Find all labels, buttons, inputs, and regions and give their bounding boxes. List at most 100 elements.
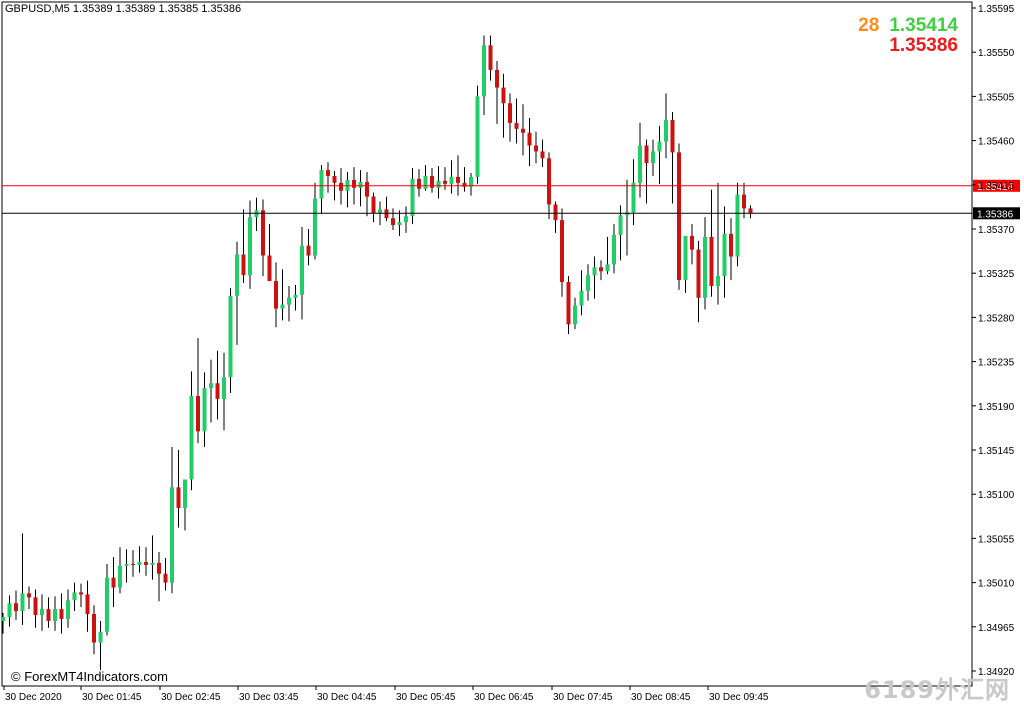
candle-body [14, 603, 18, 612]
time-tick-label: 30 Dec 05:45 [396, 692, 456, 703]
candle-bull [293, 284, 298, 311]
candle-bull [722, 206, 727, 298]
candle-body [488, 45, 493, 70]
candle-body [508, 103, 512, 123]
candle-bull [222, 352, 226, 431]
ask-price-value: 1.35414 [889, 15, 958, 36]
candle-bull [657, 125, 662, 184]
candle-body [228, 295, 233, 378]
candle-body [209, 383, 213, 389]
price-tick-label: 1.35190 [978, 402, 1015, 413]
candle-body [137, 561, 142, 565]
candle-bull [7, 595, 12, 627]
candle-body [378, 209, 382, 214]
candle-body [716, 276, 720, 286]
candle-bull [586, 264, 590, 301]
candle-bull [150, 535, 155, 580]
candle-body [59, 609, 64, 619]
candle-bear [748, 205, 753, 219]
candle-body [677, 152, 681, 281]
candle-bull [469, 173, 473, 196]
bid-price-tag [973, 207, 1020, 220]
candle-bear [131, 550, 135, 577]
time-tick-label: 30 Dec 2020 [5, 692, 62, 703]
price-tick-label: 1.34920 [978, 667, 1015, 678]
candle-body [280, 304, 285, 309]
ask-price-tag [973, 179, 1020, 192]
candle-bear [670, 112, 675, 204]
candle-body [690, 235, 694, 250]
time-tick-label: 30 Dec 03:45 [239, 692, 299, 703]
candle-body [456, 176, 460, 183]
candle-body [527, 132, 532, 146]
candle-bull [228, 287, 233, 394]
candle-bear [540, 139, 545, 168]
candle-body [365, 181, 369, 197]
candle-bear [430, 168, 434, 193]
candle-body [144, 561, 148, 565]
candle-body [540, 151, 545, 159]
candle-body [306, 245, 311, 256]
candle-body [644, 145, 649, 164]
candle-bear [729, 218, 733, 281]
candle-body [131, 563, 135, 565]
candle-body [1, 616, 5, 621]
candle-bear [144, 547, 148, 576]
candle-body [521, 128, 525, 133]
candle-bull [716, 182, 720, 305]
candle-body [79, 592, 83, 595]
candle-bear [85, 580, 90, 632]
spread-row-ask: 28 1.35414 [858, 16, 958, 36]
candle-body [261, 210, 265, 256]
candle-body [410, 178, 415, 217]
candle-bull [170, 447, 174, 594]
candle-bull [137, 546, 142, 573]
candle-bear [157, 552, 161, 602]
candle-bear [690, 224, 694, 265]
candle-bull [287, 285, 291, 322]
candle-bull [183, 479, 187, 531]
candle-bear [644, 139, 649, 204]
candle-body [560, 220, 564, 283]
candle-bull [436, 166, 441, 199]
candle-bear [79, 583, 83, 608]
candle-bull [638, 122, 642, 198]
candle-body [709, 236, 714, 286]
candle-body [586, 275, 590, 291]
candle-body [189, 395, 194, 480]
candle-bear [33, 589, 38, 628]
candle-body [514, 122, 519, 129]
candle-bull [313, 182, 317, 260]
candle-bear [488, 35, 493, 81]
candle-bull [475, 85, 480, 184]
candle-body [391, 218, 395, 226]
price-tick-label: 1.35280 [978, 313, 1015, 324]
candle-body [703, 236, 707, 298]
candle-body [157, 562, 161, 574]
candle-body [566, 282, 571, 325]
candle-bear [696, 240, 701, 323]
candle-bull [209, 359, 213, 423]
spread-count: 28 [858, 15, 880, 36]
candle-body [313, 198, 317, 256]
candle-body [423, 175, 428, 189]
candle-body [495, 69, 499, 88]
candle-body [339, 182, 343, 191]
candle-bull [118, 547, 122, 594]
candle-body [696, 249, 701, 298]
price-tick-label: 1.35595 [978, 4, 1015, 15]
candle-body [670, 119, 675, 153]
candle-bear [176, 450, 181, 528]
candle-body [371, 196, 376, 214]
candle-bear [215, 350, 220, 420]
candle-body [287, 297, 291, 305]
candle-body [599, 267, 603, 272]
candle-body [592, 267, 597, 276]
candle-bull [124, 549, 129, 583]
candle-body [98, 631, 103, 643]
candle-bull [651, 139, 655, 176]
candle-bear [196, 338, 200, 444]
price-tick-label: 1.35370 [978, 225, 1015, 236]
